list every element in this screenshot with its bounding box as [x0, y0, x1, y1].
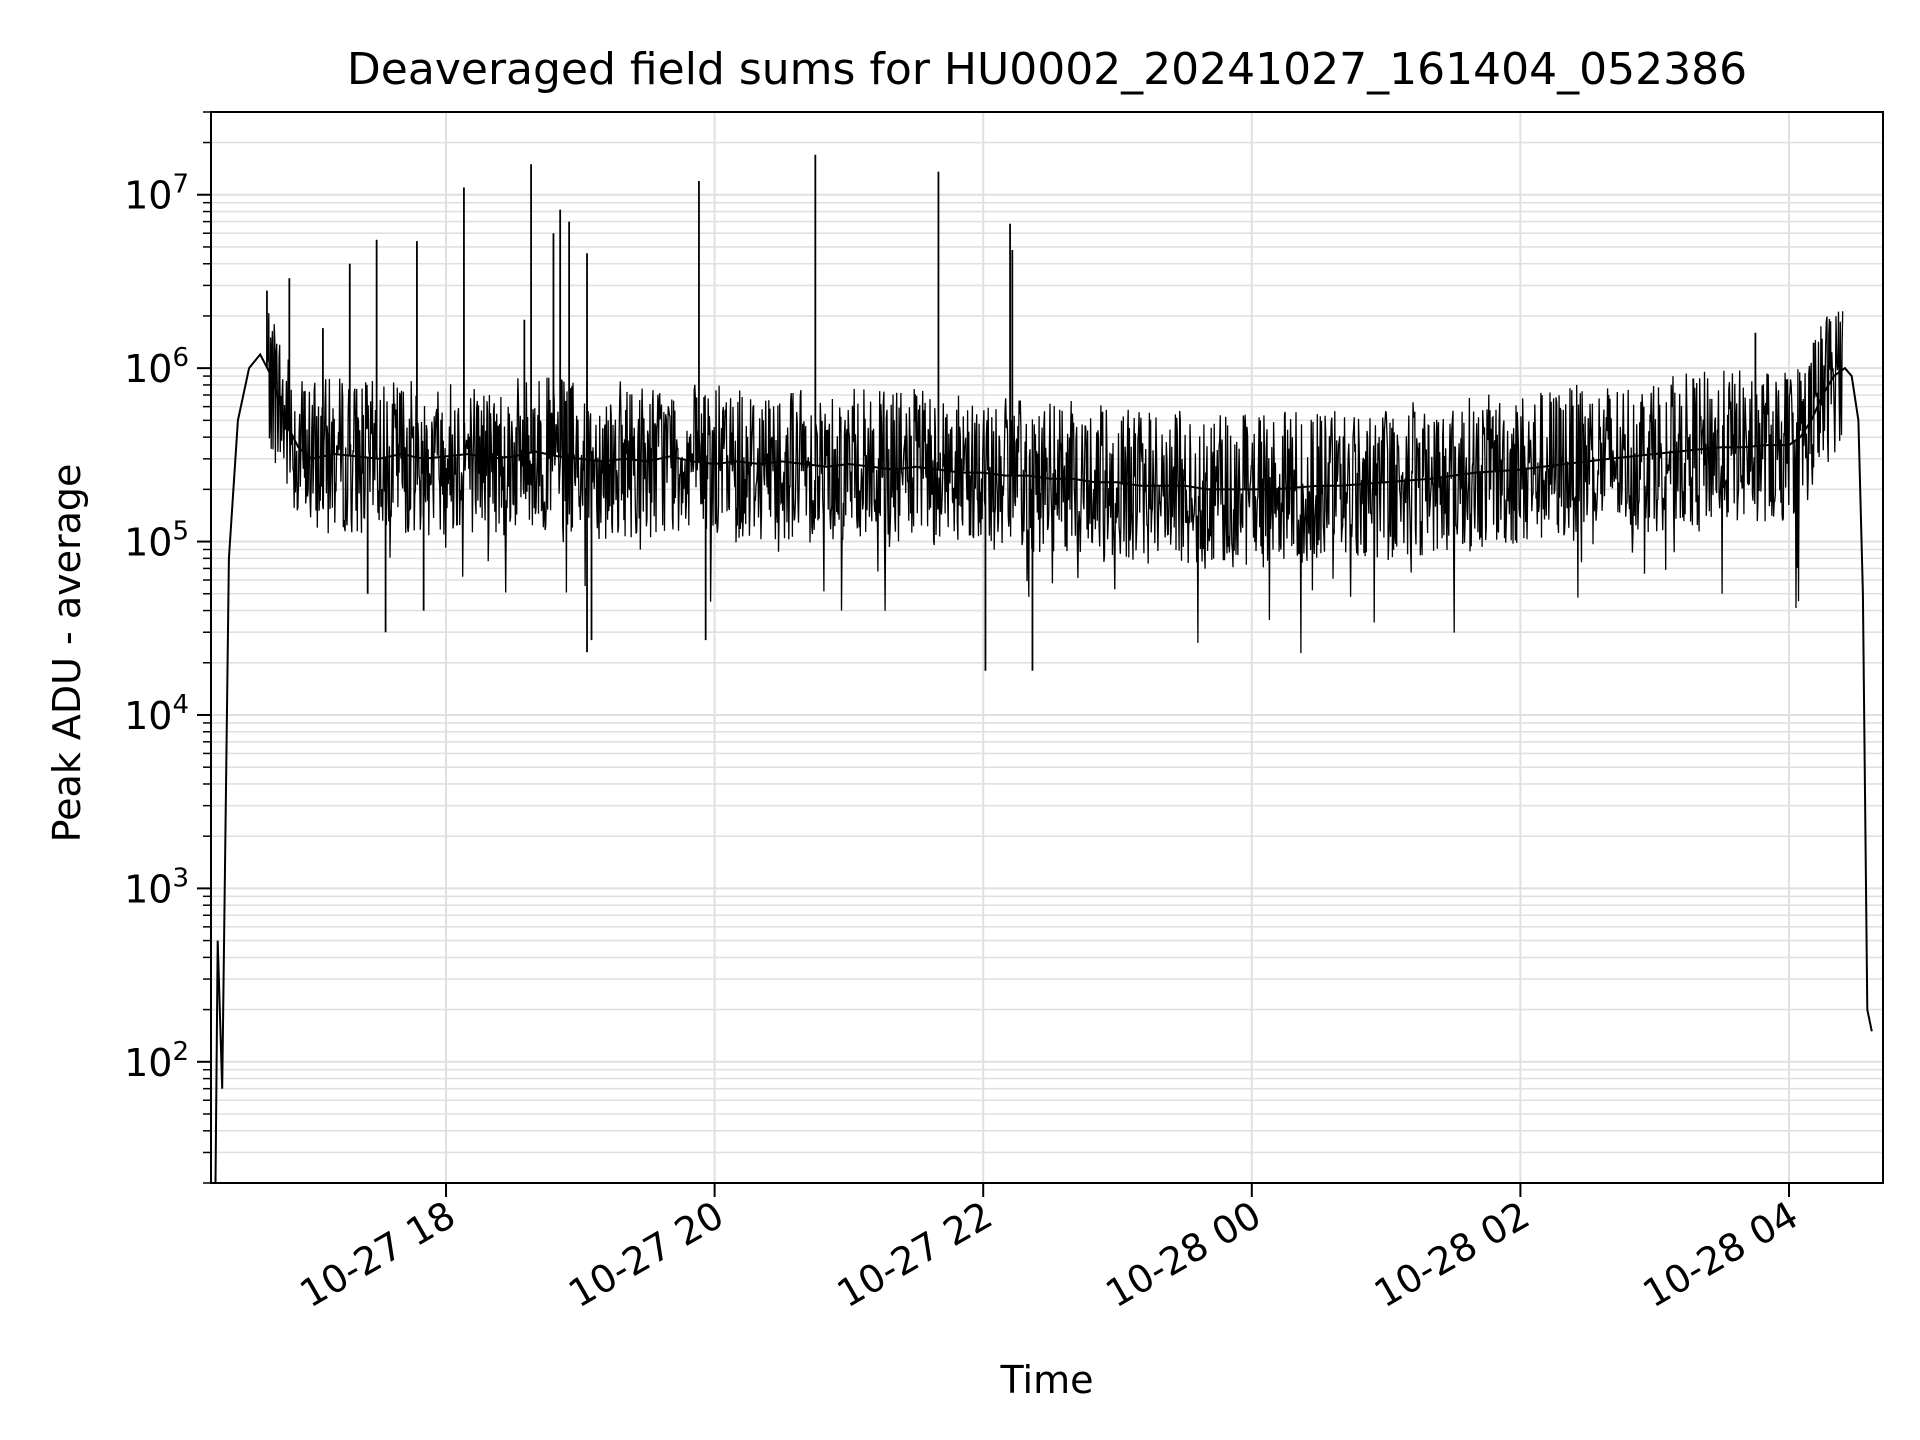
y-tick-label: 106: [124, 343, 189, 391]
noise-trace: [266, 311, 1844, 654]
plot-frame: [210, 111, 1884, 1184]
x-axis-ticks: 10-27 18 10-27 20 10-27 22 10-28 00 10-28 02…: [293, 1183, 1806, 1317]
series-line: [214, 352, 1873, 1184]
y-tick-label: 103: [124, 863, 189, 911]
y-tick-label: 107: [124, 170, 189, 218]
x-axis-label: Time: [1000, 1358, 1094, 1402]
spike-layer: [266, 154, 1815, 671]
x-tick-label: 10-27 20: [561, 1193, 731, 1317]
grid-layer: [211, 111, 1883, 1184]
y-tick-label: 105: [124, 517, 189, 565]
x-tick-label: 10-27 18: [293, 1193, 463, 1317]
x-tick-label: 10-27 22: [830, 1193, 1000, 1317]
series-layer: [214, 352, 1873, 1184]
y-axis-label: Peak ADU - average: [45, 464, 89, 843]
x-tick-label: 10-28 02: [1367, 1193, 1537, 1317]
y-axis-ticks: 102 103 104 105 106 107: [124, 111, 211, 1184]
chart-title: Deaveraged field sums for HU0002_2024102…: [347, 44, 1747, 95]
y-tick-label: 102: [124, 1037, 189, 1085]
x-tick-label: 10-28 04: [1636, 1193, 1806, 1317]
noise-band: [266, 311, 1844, 654]
y-tick-label: 104: [124, 690, 189, 738]
x-tick-label: 10-28 00: [1098, 1193, 1268, 1317]
